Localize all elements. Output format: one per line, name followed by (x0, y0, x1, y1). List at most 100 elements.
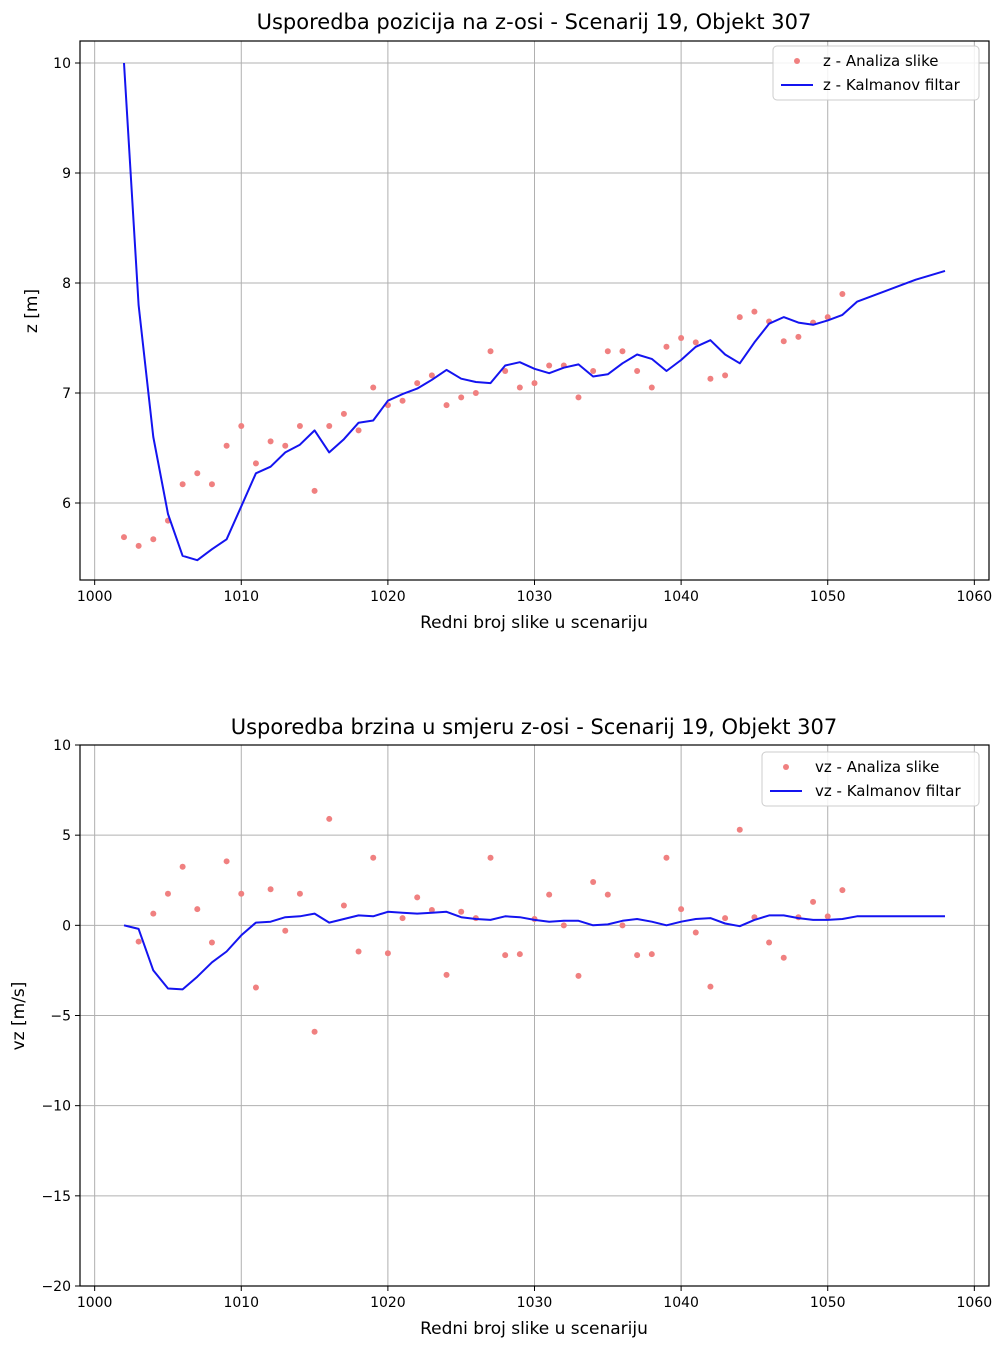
data-point (296, 423, 303, 429)
data-point (238, 890, 245, 897)
y-tick-label: −10 (41, 1099, 71, 1115)
y-tick-label: −20 (41, 1279, 71, 1295)
data-point (282, 927, 289, 934)
legend-box (761, 751, 980, 807)
data-point (824, 314, 831, 321)
legend-box (772, 45, 980, 101)
data-point (487, 854, 494, 861)
data-point (238, 423, 245, 429)
x-tick-label: 1020 (370, 589, 406, 605)
y-tick-label: 0 (62, 918, 71, 934)
data-point (223, 858, 230, 865)
data-point (311, 1028, 318, 1035)
data-point (736, 314, 743, 321)
data-point (516, 384, 523, 391)
data-point (150, 910, 157, 917)
data-point (678, 335, 685, 341)
x-tick-label: 1000 (77, 589, 113, 605)
data-point (282, 442, 289, 449)
data-point (707, 983, 714, 990)
legend-label-line: z - Kalmanov filtar (823, 76, 961, 94)
data-point (311, 487, 318, 494)
data-point (355, 948, 362, 955)
x-tick-label: 1020 (370, 1295, 406, 1311)
data-point (487, 348, 494, 355)
data-point (575, 972, 582, 979)
x-axis-label: Redni broj slike u scenariju (420, 613, 648, 633)
y-tick-label: 8 (62, 276, 71, 292)
chart-z-velocity: Usporedba brzina u smjeru z-osi - Scenar… (9, 715, 992, 1339)
data-point (692, 339, 699, 346)
data-point (736, 826, 743, 833)
data-point (531, 380, 538, 387)
y-tick-label: −15 (41, 1189, 71, 1205)
plot-series (123, 815, 945, 1035)
data-point (546, 362, 553, 369)
data-point (208, 481, 215, 488)
grid-lines (80, 41, 989, 580)
data-point (458, 394, 465, 401)
data-point (692, 929, 699, 936)
legend-label-scatter: vz - Analiza slike (815, 758, 939, 776)
data-point (663, 343, 670, 350)
x-tick-label: 1030 (517, 1295, 553, 1311)
data-point (164, 890, 171, 897)
data-point (208, 939, 215, 946)
axis-ticks: 1000 1010 1020 1030 1040 1050 1060 −20 −15 −10 −5 0… (41, 738, 992, 1311)
data-point (502, 368, 509, 374)
data-point (619, 348, 626, 355)
y-axis-label: vz [m/s] (9, 982, 29, 1051)
grid-lines (80, 744, 989, 1287)
chart-z-position: Usporedba pozicija na z-osi - Scenarij 1… (22, 10, 992, 633)
data-point (502, 952, 509, 959)
data-point (766, 939, 773, 946)
data-point (707, 375, 714, 382)
data-point (384, 950, 391, 957)
series-line (123, 910, 945, 991)
data-point (326, 815, 333, 822)
data-point (296, 890, 303, 897)
data-point (560, 922, 567, 929)
data-point (604, 891, 611, 898)
data-point (340, 410, 347, 417)
data-point (120, 534, 127, 541)
data-point (326, 423, 333, 429)
data-point (678, 906, 685, 913)
data-point (443, 402, 450, 409)
data-point (135, 542, 142, 549)
x-tick-label: 1010 (223, 1295, 259, 1311)
data-point (223, 442, 230, 449)
data-point (428, 907, 435, 914)
data-point (751, 308, 758, 315)
data-point (443, 971, 450, 978)
x-tick-label: 1060 (957, 589, 993, 605)
series-line (123, 62, 946, 562)
data-point (414, 894, 421, 901)
y-axis-label: z [m] (22, 289, 42, 333)
data-point (179, 863, 186, 870)
data-point (428, 372, 435, 379)
data-point (634, 368, 641, 374)
x-tick-label: 1050 (810, 1295, 846, 1311)
data-point (179, 481, 186, 488)
data-point (590, 368, 597, 374)
data-point (839, 291, 846, 297)
y-tick-label: 6 (62, 496, 71, 512)
x-tick-label: 1040 (663, 1295, 699, 1311)
y-tick-label: 5 (62, 828, 71, 844)
data-point (824, 913, 831, 920)
data-point (472, 390, 479, 396)
data-point (340, 902, 347, 909)
data-point (590, 879, 597, 886)
y-tick-label: 10 (53, 56, 71, 72)
legend-scatter-marker (783, 764, 789, 770)
legend-label-line: vz - Kalmanov filtar (815, 782, 961, 800)
data-point (810, 898, 817, 905)
axis-ticks: 1000 1010 1020 1030 1040 1050 1060 6 7 8 9 10 (53, 56, 992, 605)
data-point (267, 886, 274, 893)
data-point (399, 915, 406, 922)
x-tick-label: 1000 (77, 1295, 113, 1311)
data-point (604, 348, 611, 355)
data-point (150, 536, 157, 543)
data-point (780, 954, 787, 961)
